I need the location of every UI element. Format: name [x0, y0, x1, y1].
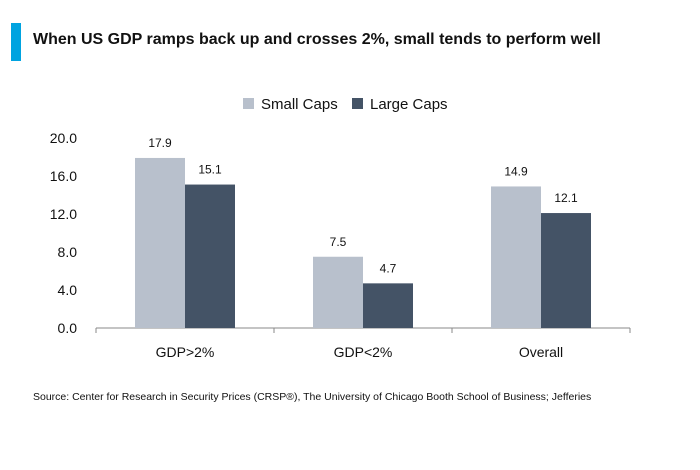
- y-axis: 0.0 4.0 8.0 12.0 16.0 20.0: [50, 130, 77, 336]
- data-label: 7.5: [330, 235, 347, 249]
- chart-title: When US GDP ramps back up and crosses 2%…: [33, 31, 601, 48]
- data-label: 14.9: [504, 164, 528, 178]
- legend-label: Small Caps: [261, 96, 338, 113]
- bar-small-caps: [135, 157, 185, 328]
- y-tick-label: 20.0: [50, 130, 77, 146]
- data-label: 17.9: [148, 136, 172, 150]
- x-axis: GDP>2% GDP<2% Overall: [95, 327, 631, 360]
- bar-small-caps: [313, 256, 363, 328]
- bar-small-caps: [491, 186, 541, 328]
- y-tick-label: 0.0: [58, 320, 78, 336]
- y-tick-label: 12.0: [50, 206, 77, 222]
- x-category-label: GDP>2%: [156, 344, 215, 360]
- bar-large-caps: [363, 283, 413, 328]
- bar-large-caps: [185, 184, 235, 328]
- x-category-label: Overall: [519, 344, 563, 360]
- y-tick-label: 4.0: [58, 282, 78, 298]
- y-tick-label: 16.0: [50, 168, 77, 184]
- data-label: 4.7: [380, 261, 397, 275]
- bars: 17.9 7.5 14.9 15.1 4.7 12.1: [135, 136, 591, 328]
- data-label: 12.1: [554, 191, 578, 205]
- legend-swatch-small-caps: [243, 98, 254, 109]
- data-label: 15.1: [198, 163, 222, 177]
- legend: Small Caps Large Caps: [243, 96, 448, 113]
- y-tick-label: 8.0: [58, 244, 78, 260]
- source-note: Source: Center for Research in Security …: [33, 391, 592, 403]
- legend-label: Large Caps: [370, 96, 448, 113]
- legend-swatch-large-caps: [352, 98, 363, 109]
- title-accent-bar: [11, 23, 21, 61]
- bar-large-caps: [541, 213, 591, 328]
- x-category-label: GDP<2%: [334, 344, 393, 360]
